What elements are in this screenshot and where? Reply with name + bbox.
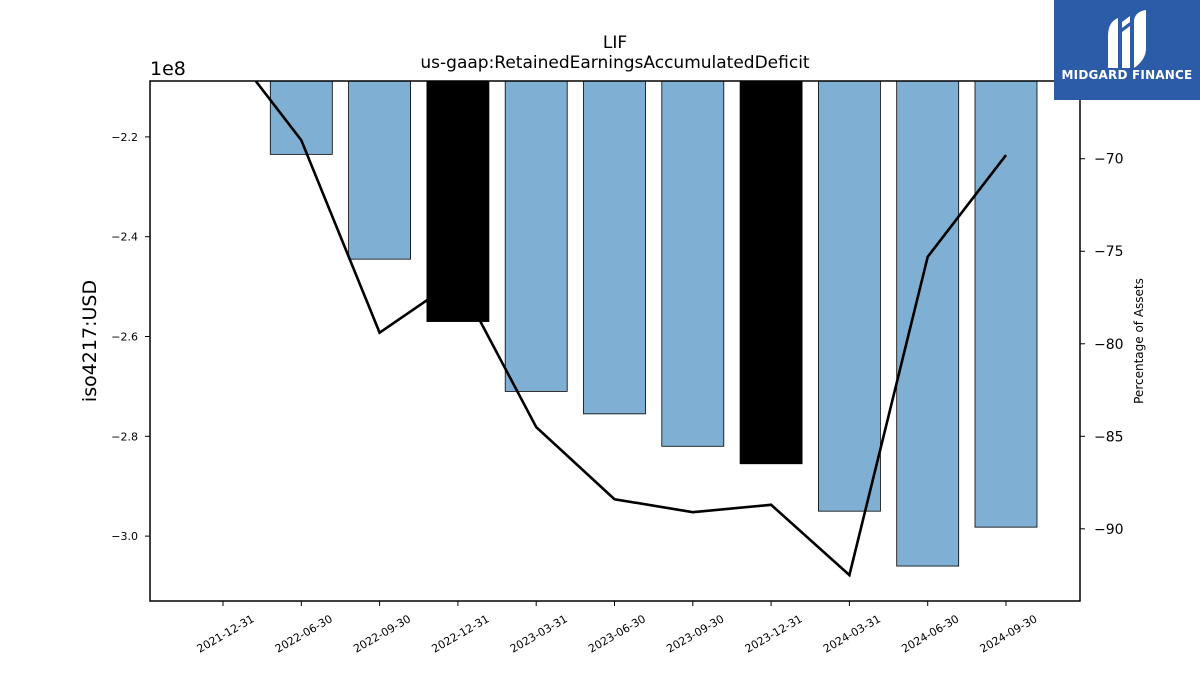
- x-tick-label: 2024-03-31: [821, 612, 883, 655]
- bars-layer: [269, 80, 1038, 567]
- bar-2023-06-30: [583, 80, 646, 415]
- line-layer: [254, 81, 1008, 578]
- bar-2022-09-30: [348, 80, 412, 260]
- chart-title: LIF: [603, 33, 627, 53]
- y-tick-label: −2.8: [111, 430, 138, 443]
- y2-tick-label: −75: [1094, 244, 1124, 260]
- y-tick-label: −2.6: [111, 331, 138, 344]
- x-tick-label: 2022-12-31: [430, 612, 492, 655]
- bar-2023-09-30: [661, 80, 725, 447]
- y-tick-label: −3.0: [111, 530, 138, 543]
- y-tick-label: −2.2: [111, 131, 138, 144]
- x-tick-label: 2024-06-30: [899, 612, 961, 655]
- y2-tick-label: −70: [1094, 152, 1124, 168]
- bar-2022-12-31: [426, 80, 490, 322]
- logo-mark-icon: [1108, 10, 1146, 68]
- percentage-of-assets-line: [254, 81, 1008, 578]
- y-axis-offset-label: 1e8: [150, 58, 186, 80]
- x-tick-label: 2021-12-31: [195, 612, 257, 655]
- bar-2023-12-31: [739, 80, 803, 465]
- y-axis-label: iso4217:USD: [79, 280, 101, 402]
- bar-2024-03-31: [818, 80, 881, 512]
- x-tick-label: 2024-09-30: [978, 612, 1040, 655]
- x-tick-label: 2022-06-30: [273, 612, 335, 655]
- y2-tick-label: −80: [1094, 337, 1124, 353]
- x-tick-label: 2022-09-30: [351, 612, 413, 655]
- bar-2023-03-31: [504, 80, 568, 392]
- bar-2024-09-30: [974, 80, 1038, 528]
- y-tick-label: −2.4: [111, 231, 138, 244]
- x-tick-label: 2023-06-30: [586, 612, 648, 655]
- x-tick-label: 2023-12-31: [743, 612, 805, 655]
- company-logo: MIDGARD FINANCE: [1054, 0, 1200, 100]
- y2-axis-label: Percentage of Assets: [1132, 278, 1146, 404]
- x-tick-label: 2023-09-30: [664, 612, 726, 655]
- y2-tick-label: −90: [1094, 522, 1124, 538]
- bar-2024-06-30: [896, 80, 960, 567]
- chart-subtitle: us-gaap:RetainedEarningsAccumulatedDefic…: [420, 53, 810, 73]
- y2-tick-label: −85: [1094, 429, 1124, 445]
- x-tick-label: 2023-03-31: [508, 612, 570, 655]
- logo-text: MIDGARD FINANCE: [1061, 68, 1193, 82]
